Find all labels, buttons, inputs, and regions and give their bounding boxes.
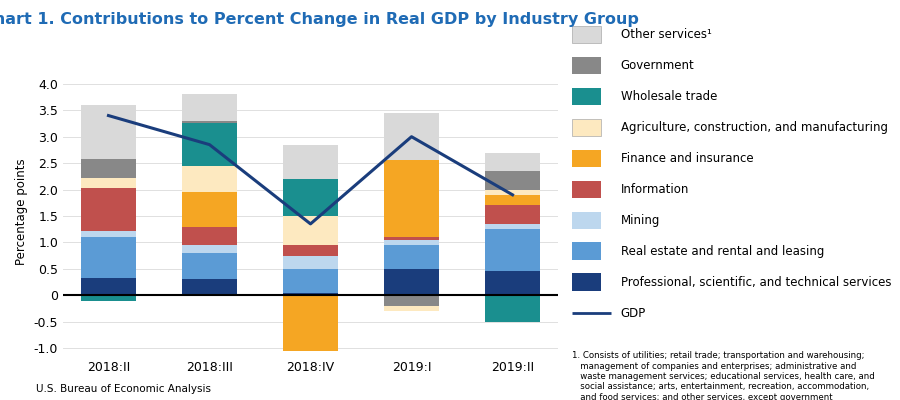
- Text: Information: Information: [621, 183, 689, 196]
- Bar: [81, 231, 136, 237]
- Text: Wholesale trade: Wholesale trade: [621, 90, 717, 103]
- Bar: [383, 245, 439, 269]
- Bar: [182, 124, 238, 166]
- Bar: [485, 171, 540, 190]
- Bar: [182, 226, 238, 245]
- FancyBboxPatch shape: [572, 212, 601, 229]
- Bar: [485, 190, 540, 195]
- Text: GDP: GDP: [621, 306, 646, 320]
- Bar: [283, 295, 338, 351]
- Bar: [283, 145, 338, 179]
- Bar: [383, 237, 439, 240]
- Bar: [81, 188, 136, 231]
- Bar: [81, 178, 136, 188]
- Text: Chart 1. Contributions to Percent Change in Real GDP by Industry Group: Chart 1. Contributions to Percent Change…: [0, 12, 639, 27]
- Bar: [485, 224, 540, 229]
- Text: U.S. Bureau of Economic Analysis: U.S. Bureau of Economic Analysis: [36, 384, 211, 394]
- Text: Finance and insurance: Finance and insurance: [621, 152, 753, 165]
- Text: 1. Consists of utilities; retail trade; transportation and warehousing;
   manag: 1. Consists of utilities; retail trade; …: [572, 351, 874, 400]
- Bar: [182, 166, 238, 192]
- Bar: [81, 278, 136, 295]
- Bar: [383, 295, 439, 306]
- Bar: [283, 216, 338, 245]
- Bar: [182, 94, 238, 121]
- Text: Professional, scientific, and technical services: Professional, scientific, and technical …: [621, 276, 891, 288]
- FancyBboxPatch shape: [572, 180, 601, 198]
- FancyBboxPatch shape: [572, 119, 601, 136]
- Bar: [182, 121, 238, 124]
- Text: Other services¹: Other services¹: [621, 28, 712, 41]
- Bar: [283, 245, 338, 256]
- Bar: [283, 179, 338, 216]
- Bar: [182, 253, 238, 279]
- Text: Mining: Mining: [621, 214, 660, 227]
- Bar: [182, 192, 238, 226]
- Bar: [383, 240, 439, 245]
- Bar: [81, 160, 136, 178]
- Bar: [383, 269, 439, 295]
- Bar: [182, 245, 238, 253]
- FancyBboxPatch shape: [572, 150, 601, 167]
- Bar: [485, 272, 540, 295]
- FancyBboxPatch shape: [572, 242, 601, 260]
- Bar: [383, 160, 439, 237]
- Bar: [283, 256, 338, 269]
- Bar: [485, 195, 540, 205]
- Bar: [81, 105, 136, 160]
- Text: Government: Government: [621, 59, 695, 72]
- Bar: [485, 205, 540, 224]
- Bar: [383, 306, 439, 311]
- Y-axis label: Percentage points: Percentage points: [15, 159, 28, 265]
- Text: Agriculture, construction, and manufacturing: Agriculture, construction, and manufactu…: [621, 121, 887, 134]
- FancyBboxPatch shape: [572, 57, 601, 74]
- Text: Real estate and rental and leasing: Real estate and rental and leasing: [621, 245, 824, 258]
- Bar: [81, 295, 136, 300]
- Bar: [485, 229, 540, 272]
- FancyBboxPatch shape: [572, 26, 601, 43]
- Bar: [283, 292, 338, 295]
- FancyBboxPatch shape: [572, 88, 601, 105]
- Bar: [283, 269, 338, 292]
- Bar: [81, 237, 136, 278]
- Bar: [485, 295, 540, 322]
- Bar: [485, 152, 540, 171]
- FancyBboxPatch shape: [572, 274, 601, 291]
- Bar: [383, 113, 439, 160]
- Bar: [182, 279, 238, 295]
